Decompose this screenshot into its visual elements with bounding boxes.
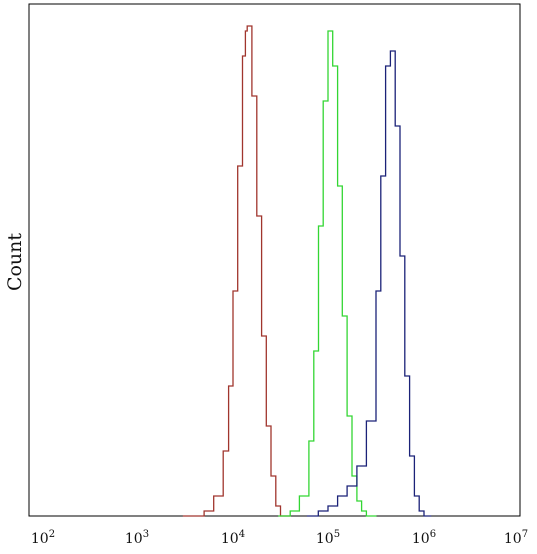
x-tick-label: 102 [31,529,55,547]
tick-exponent: 6 [430,529,436,540]
tick-base: 10 [31,531,49,547]
x-tick-labels: 102 103 104 105 106 107 [31,529,528,547]
tick-exponent: 2 [49,529,55,540]
tick-exponent: 3 [143,529,149,540]
tick-base: 10 [504,531,522,547]
plot-frame [28,3,521,517]
x-tick-label: 104 [221,529,245,547]
tick-exponent: 7 [522,529,528,540]
tick-base: 10 [125,531,143,547]
y-axis-label: Count [4,233,26,291]
histogram-series-1 [182,25,291,517]
x-tick-label: 103 [125,529,149,547]
tick-exponent: 4 [239,529,245,540]
tick-exponent: 5 [334,529,340,540]
histogram-series-3 [306,50,432,517]
x-tick-label: 107 [504,529,528,547]
x-tick-label: 106 [412,529,436,547]
series-layer [182,25,432,517]
x-tick-label: 105 [316,529,340,547]
histogram-series-2 [278,30,377,517]
tick-base: 10 [412,531,430,547]
tick-base: 10 [221,531,239,547]
tick-base: 10 [316,531,334,547]
